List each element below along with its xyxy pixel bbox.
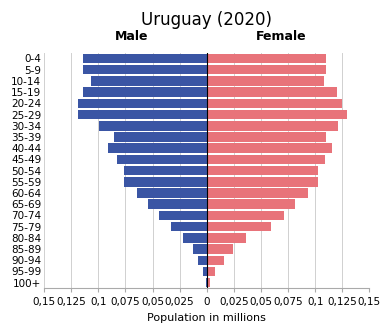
Bar xyxy=(148,199,207,209)
Bar xyxy=(198,256,207,265)
Bar xyxy=(207,188,308,198)
Bar xyxy=(78,99,207,108)
Bar xyxy=(171,222,207,231)
Bar xyxy=(207,132,326,142)
Bar xyxy=(117,155,207,164)
Bar xyxy=(207,166,318,175)
Bar xyxy=(137,188,207,198)
Bar xyxy=(207,222,271,231)
Bar xyxy=(91,76,207,86)
Bar xyxy=(207,99,342,108)
Bar xyxy=(207,65,326,74)
Bar xyxy=(207,256,224,265)
Bar xyxy=(83,88,207,97)
Bar xyxy=(83,65,207,74)
Bar xyxy=(207,177,318,187)
Bar xyxy=(207,199,294,209)
Bar xyxy=(183,233,207,242)
Bar xyxy=(207,54,326,63)
Bar xyxy=(203,267,207,276)
Bar xyxy=(124,177,207,187)
Bar xyxy=(83,54,207,63)
Bar xyxy=(207,88,337,97)
Bar xyxy=(207,278,210,288)
Bar xyxy=(206,278,207,288)
Text: Female: Female xyxy=(256,30,307,43)
Bar xyxy=(100,121,207,131)
Bar xyxy=(207,233,246,242)
Bar xyxy=(207,76,324,86)
Bar xyxy=(114,132,207,142)
X-axis label: Population in millions: Population in millions xyxy=(147,313,266,323)
Bar xyxy=(108,143,207,153)
Bar xyxy=(207,110,347,119)
Bar xyxy=(124,166,207,175)
Bar xyxy=(159,211,207,220)
Bar xyxy=(207,244,233,254)
Bar xyxy=(192,244,207,254)
Bar xyxy=(207,155,325,164)
Bar xyxy=(207,143,332,153)
Title: Uruguay (2020): Uruguay (2020) xyxy=(141,11,272,29)
Bar xyxy=(78,110,207,119)
Bar xyxy=(207,121,338,131)
Bar xyxy=(207,267,216,276)
Text: Male: Male xyxy=(115,30,149,43)
Bar xyxy=(207,211,284,220)
